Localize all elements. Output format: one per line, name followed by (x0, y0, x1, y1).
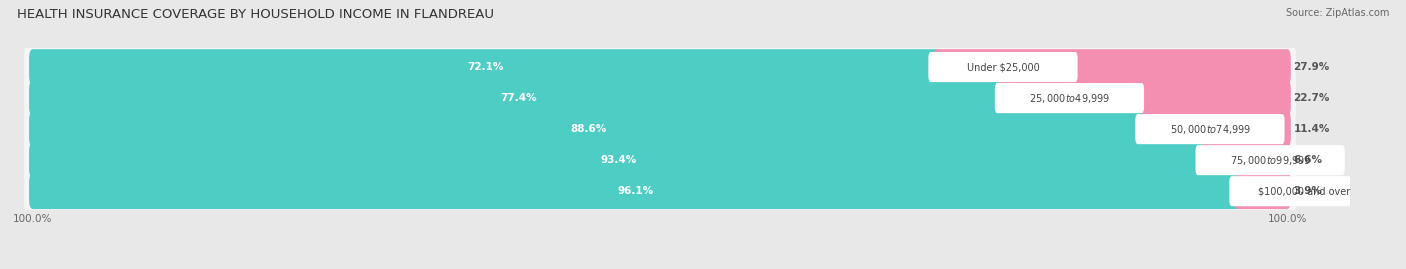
Text: 93.4%: 93.4% (600, 155, 637, 165)
Text: $25,000 to $49,999: $25,000 to $49,999 (1029, 91, 1111, 105)
Text: 3.9%: 3.9% (1294, 186, 1322, 196)
Text: 22.7%: 22.7% (1294, 93, 1330, 103)
FancyBboxPatch shape (1229, 176, 1379, 206)
FancyBboxPatch shape (1135, 114, 1285, 144)
FancyBboxPatch shape (1140, 111, 1291, 147)
Text: Under $25,000: Under $25,000 (967, 62, 1040, 72)
Text: 96.1%: 96.1% (617, 186, 654, 196)
FancyBboxPatch shape (928, 52, 1077, 82)
Text: 27.9%: 27.9% (1294, 62, 1330, 72)
Text: $50,000 to $74,999: $50,000 to $74,999 (1170, 123, 1251, 136)
FancyBboxPatch shape (30, 80, 1007, 116)
Text: $100,000 and over: $100,000 and over (1258, 186, 1351, 196)
FancyBboxPatch shape (995, 83, 1144, 113)
Text: 72.1%: 72.1% (467, 62, 503, 72)
Text: 6.6%: 6.6% (1294, 155, 1322, 165)
Text: 77.4%: 77.4% (501, 93, 537, 103)
FancyBboxPatch shape (934, 49, 1291, 85)
Text: HEALTH INSURANCE COVERAGE BY HOUSEHOLD INCOME IN FLANDREAU: HEALTH INSURANCE COVERAGE BY HOUSEHOLD I… (17, 8, 494, 21)
FancyBboxPatch shape (24, 73, 1296, 123)
FancyBboxPatch shape (24, 136, 1296, 185)
Text: 11.4%: 11.4% (1294, 124, 1330, 134)
FancyBboxPatch shape (30, 173, 1241, 209)
FancyBboxPatch shape (998, 80, 1291, 116)
FancyBboxPatch shape (30, 142, 1208, 178)
FancyBboxPatch shape (30, 111, 1147, 147)
FancyBboxPatch shape (24, 167, 1296, 216)
Text: 88.6%: 88.6% (571, 124, 606, 134)
FancyBboxPatch shape (30, 49, 941, 85)
FancyBboxPatch shape (1201, 142, 1291, 178)
FancyBboxPatch shape (1234, 173, 1291, 209)
Text: Source: ZipAtlas.com: Source: ZipAtlas.com (1285, 8, 1389, 18)
Text: $75,000 to $99,999: $75,000 to $99,999 (1230, 154, 1312, 167)
FancyBboxPatch shape (24, 105, 1296, 154)
FancyBboxPatch shape (1195, 145, 1344, 175)
FancyBboxPatch shape (24, 43, 1296, 91)
